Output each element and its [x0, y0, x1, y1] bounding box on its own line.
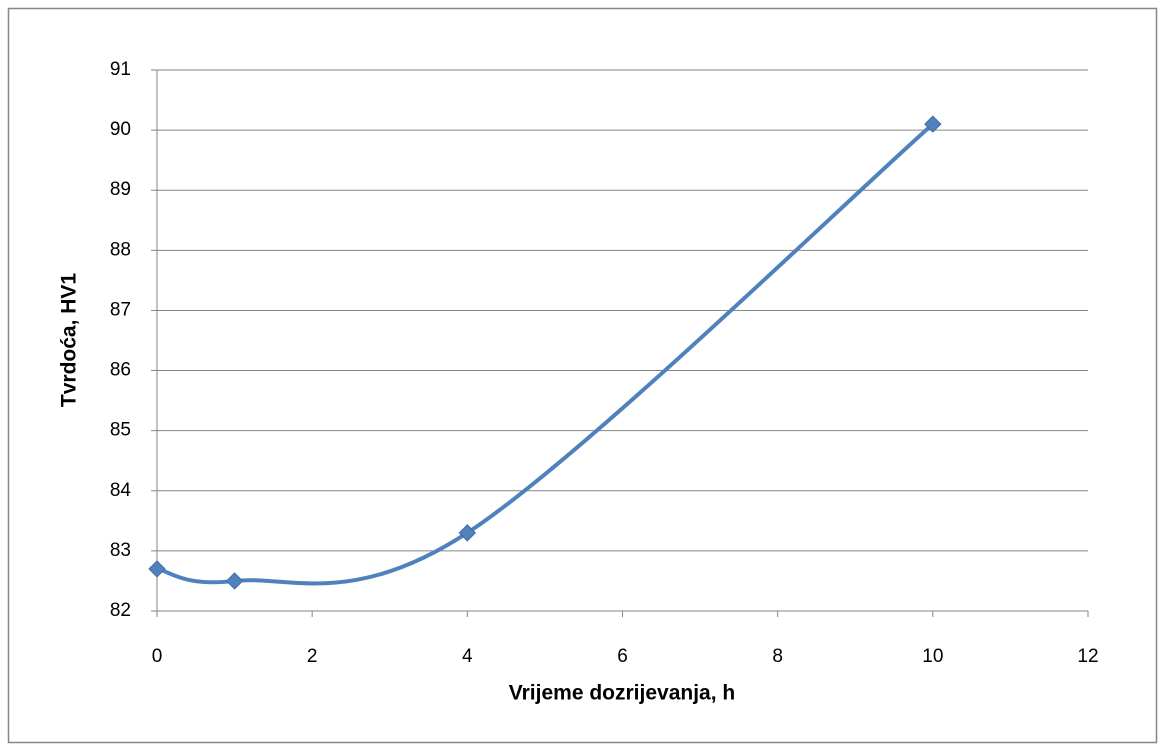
- marker: [225, 572, 244, 590]
- chart-border: [7, 7, 1158, 744]
- line: [156, 122, 935, 586]
- marker: [148, 560, 166, 578]
- y-tick-label: 88: [110, 239, 131, 260]
- x-tick-label: 4: [462, 646, 473, 667]
- x-tick-label: 2: [307, 646, 318, 667]
- x-axis-title: Vrijeme dozrijevanja, h: [509, 682, 735, 705]
- marker: [458, 524, 477, 542]
- x-tick-label: 0: [152, 646, 163, 667]
- y-tick-label: 89: [110, 179, 131, 200]
- y-tick-label: 86: [110, 360, 131, 381]
- y-tick-label: 83: [110, 540, 131, 561]
- x-tick-label: 6: [617, 646, 628, 667]
- y-tick-label: 84: [110, 480, 132, 501]
- y-tick-label: 82: [110, 600, 131, 621]
- x-tick-label: 8: [772, 646, 783, 667]
- x-tick-label: 10: [922, 646, 943, 667]
- y-axis-title: Tvrdoća, HV1: [58, 273, 81, 408]
- y-tick-label: 87: [110, 299, 131, 320]
- y-tick-label: 85: [110, 420, 131, 441]
- marker: [924, 115, 942, 133]
- y-tick-label: 90: [110, 119, 131, 140]
- x-tick-label: 12: [1077, 646, 1098, 667]
- y-tick-label: 91: [110, 59, 131, 80]
